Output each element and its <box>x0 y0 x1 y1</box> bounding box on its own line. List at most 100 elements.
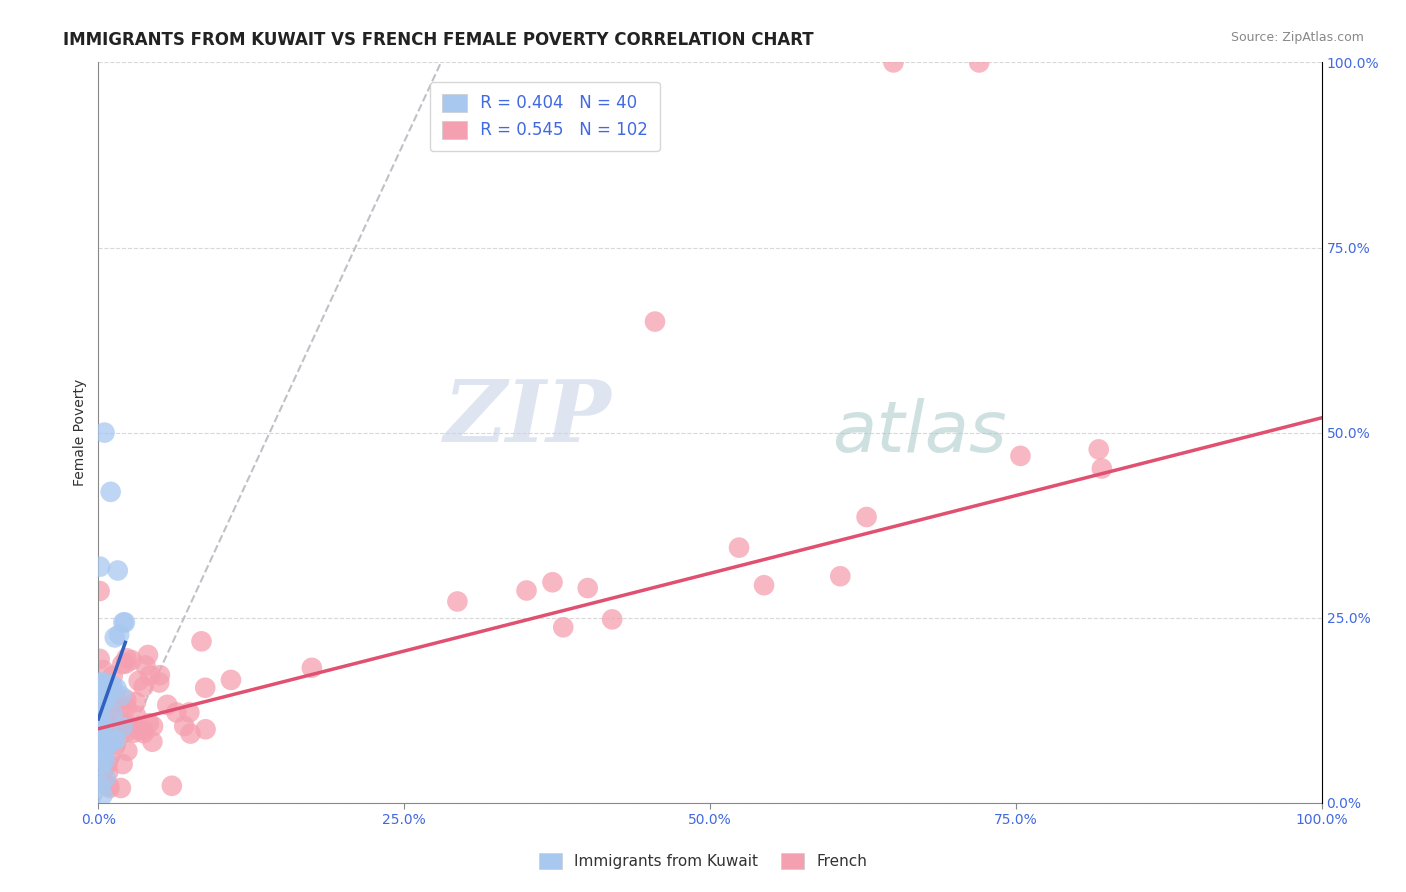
Point <box>117 744 139 758</box>
Point <box>91 675 114 690</box>
Point <box>89 731 111 746</box>
Point <box>89 713 111 727</box>
Point <box>98 732 121 747</box>
Point <box>553 620 575 634</box>
Legend:  R = 0.404   N = 40,  R = 0.545   N = 102: R = 0.404 N = 40, R = 0.545 N = 102 <box>430 82 659 151</box>
Point <box>94 709 117 723</box>
Point <box>90 758 112 772</box>
Point <box>728 541 751 555</box>
Point <box>141 735 163 749</box>
Point <box>136 648 159 662</box>
Point <box>160 779 183 793</box>
Point <box>111 757 134 772</box>
Point <box>94 722 117 736</box>
Point <box>219 673 242 687</box>
Y-axis label: Female Poverty: Female Poverty <box>73 379 87 486</box>
Point <box>139 668 162 682</box>
Point <box>89 707 111 722</box>
Point <box>90 779 112 793</box>
Point <box>98 780 121 795</box>
Point <box>156 698 179 712</box>
Point <box>91 702 114 716</box>
Point <box>115 651 138 665</box>
Point <box>115 724 138 739</box>
Point <box>101 669 124 683</box>
Point <box>101 678 124 692</box>
Point <box>91 690 114 704</box>
Point <box>93 762 115 776</box>
Point <box>110 780 132 795</box>
Point <box>97 757 120 772</box>
Point <box>97 765 120 780</box>
Point <box>600 612 623 626</box>
Point <box>883 55 905 70</box>
Point <box>98 736 121 750</box>
Point <box>121 653 143 667</box>
Point <box>576 581 599 595</box>
Point <box>91 663 114 677</box>
Point <box>94 680 117 694</box>
Point <box>194 723 217 737</box>
Point <box>89 714 111 728</box>
Point <box>91 757 114 772</box>
Point <box>134 658 156 673</box>
Point <box>97 751 120 765</box>
Point <box>967 55 990 70</box>
Point <box>105 727 128 741</box>
Point <box>100 733 122 747</box>
Point <box>111 657 134 672</box>
Point <box>91 789 114 803</box>
Point <box>90 744 112 758</box>
Point <box>93 747 115 762</box>
Point <box>101 685 124 699</box>
Point <box>148 675 170 690</box>
Point <box>301 661 323 675</box>
Point <box>93 692 115 706</box>
Point <box>752 578 775 592</box>
Point <box>89 727 111 741</box>
Point <box>104 631 127 645</box>
Point <box>138 716 160 731</box>
Point <box>104 732 127 747</box>
Point <box>110 701 132 715</box>
Point <box>644 314 666 328</box>
Point <box>1010 449 1032 463</box>
Point <box>122 725 145 739</box>
Point <box>103 685 125 699</box>
Text: Source: ZipAtlas.com: Source: ZipAtlas.com <box>1230 31 1364 45</box>
Point <box>855 510 877 524</box>
Point <box>117 718 139 732</box>
Point <box>114 615 136 630</box>
Point <box>1091 461 1114 475</box>
Point <box>127 723 149 737</box>
Point <box>89 757 111 772</box>
Point <box>98 727 121 741</box>
Point <box>110 713 132 727</box>
Point <box>108 721 131 735</box>
Point <box>98 718 121 732</box>
Point <box>93 760 115 774</box>
Point <box>87 693 110 707</box>
Point <box>91 721 114 735</box>
Point <box>115 692 138 706</box>
Point <box>541 575 564 590</box>
Point <box>93 425 115 440</box>
Point <box>515 583 537 598</box>
Point <box>111 720 134 734</box>
Point <box>90 746 112 760</box>
Point <box>93 754 115 768</box>
Point <box>125 695 148 709</box>
Point <box>97 779 120 793</box>
Point <box>190 634 212 648</box>
Point <box>173 719 195 733</box>
Point <box>90 679 112 693</box>
Point <box>446 594 468 608</box>
Point <box>89 713 111 727</box>
Point <box>830 569 852 583</box>
Point <box>98 681 121 695</box>
Point <box>93 677 115 691</box>
Point <box>194 681 217 695</box>
Point <box>101 734 124 748</box>
Text: ZIP: ZIP <box>444 376 612 459</box>
Point <box>1087 442 1109 457</box>
